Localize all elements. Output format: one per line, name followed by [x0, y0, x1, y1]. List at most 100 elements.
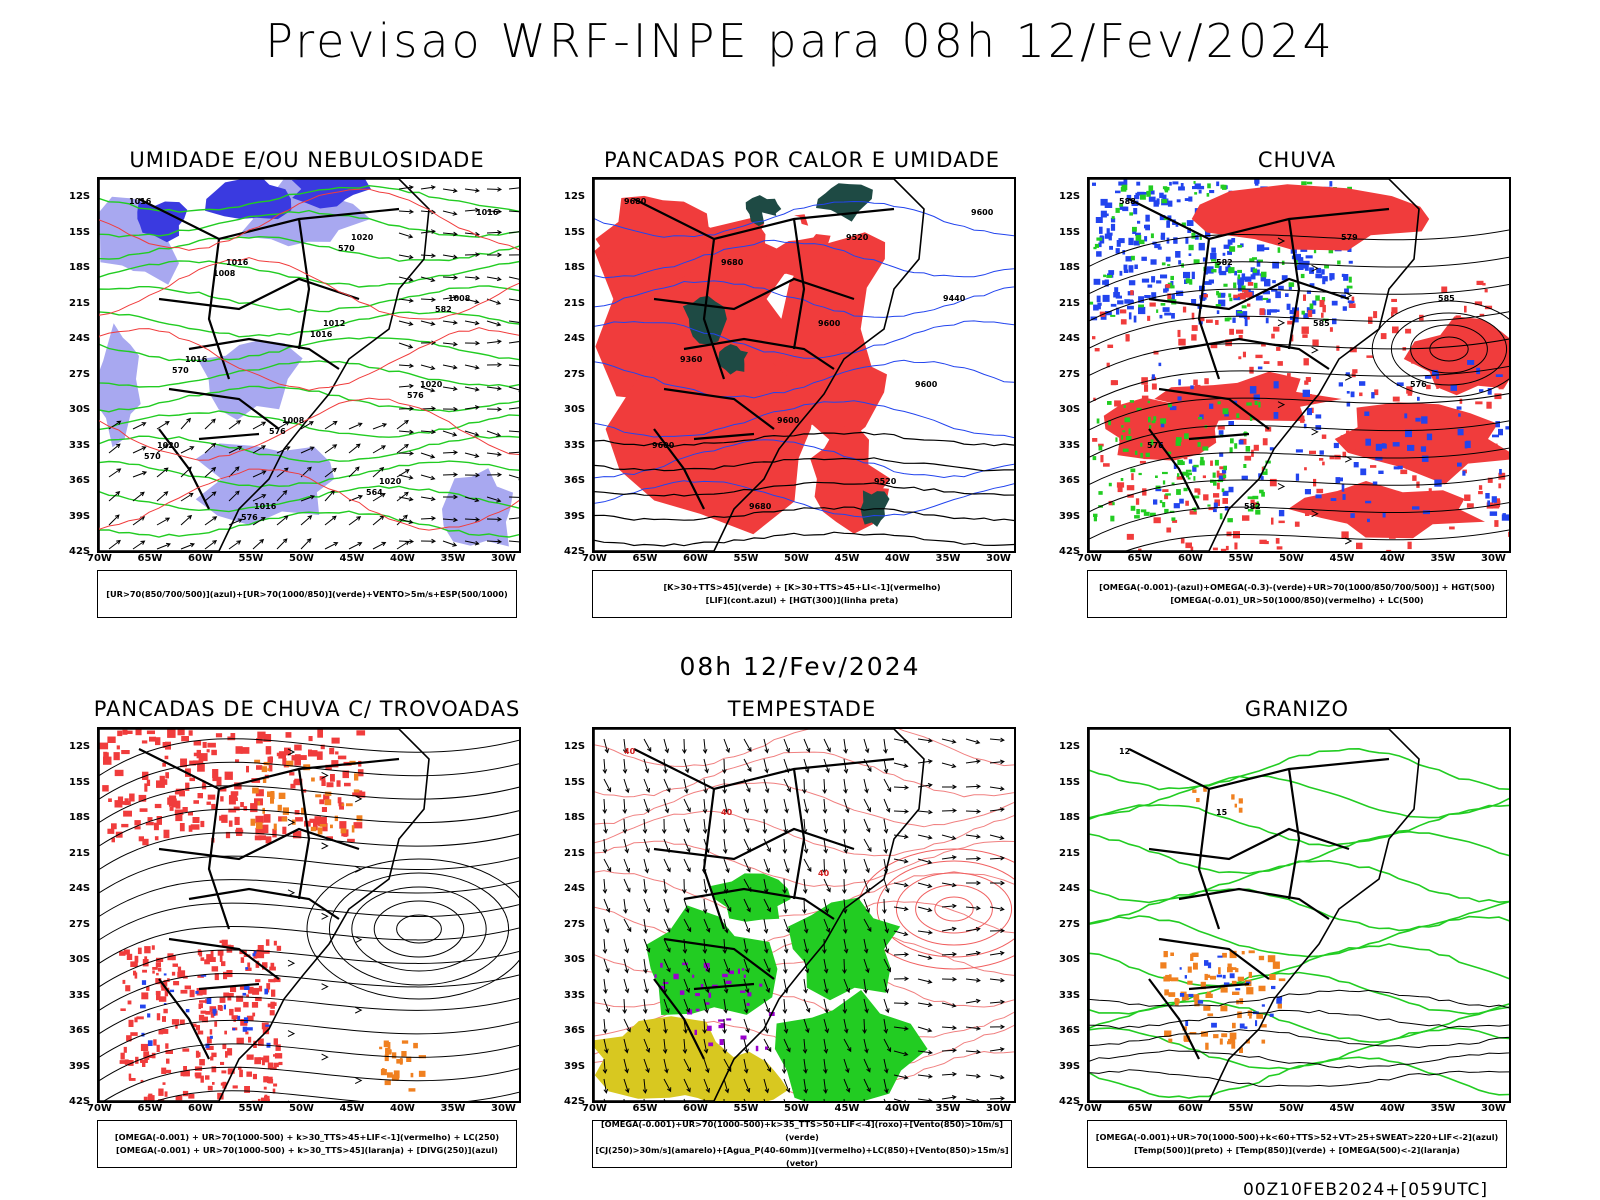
- contour-label: 1016: [476, 208, 499, 217]
- speckle-mark: [1315, 494, 1322, 499]
- speckle-mark: [418, 1070, 426, 1077]
- speckle-mark: [1233, 294, 1238, 299]
- speckle-mark: [728, 970, 734, 975]
- speckle-mark: [149, 736, 156, 742]
- speckle-mark: [1253, 394, 1260, 401]
- streamline-arrow: [287, 1030, 296, 1038]
- wind-vector: [893, 906, 909, 912]
- speckle-mark: [673, 973, 679, 980]
- speckle-mark: [1494, 393, 1502, 400]
- wind-vector: [941, 1071, 958, 1077]
- wind-vector: [883, 1038, 892, 1053]
- speckle-mark: [1304, 489, 1311, 495]
- speckle-mark: [1200, 1031, 1208, 1037]
- speckle-mark: [1175, 415, 1184, 421]
- wind-vector: [823, 738, 831, 753]
- wind-vector: [683, 1078, 691, 1093]
- speckle-mark: [1096, 295, 1101, 303]
- speckle-mark: [210, 1011, 215, 1018]
- wind-vector: [348, 542, 363, 550]
- wind-vector: [783, 798, 789, 814]
- speckle-mark: [336, 780, 341, 787]
- speckle-mark: [1185, 1020, 1189, 1026]
- speckle-mark: [1130, 468, 1136, 473]
- speckle-mark: [1229, 967, 1237, 970]
- speckle-mark: [1107, 344, 1114, 348]
- speckle-mark: [1365, 500, 1372, 504]
- speckle-mark: [317, 729, 323, 738]
- wind-vector: [508, 320, 519, 325]
- wind-vector: [883, 1078, 889, 1094]
- speckle-mark: [1144, 236, 1148, 242]
- latitude-label: 30S: [1059, 954, 1081, 965]
- wind-vector: [300, 421, 314, 430]
- border-line: [792, 218, 806, 350]
- speckle-mark: [1220, 1005, 1228, 1012]
- latitude-label: 15S: [69, 226, 91, 238]
- speckle-mark: [1241, 285, 1246, 291]
- speckle-mark: [1204, 960, 1209, 966]
- speckle-mark: [257, 1038, 264, 1046]
- latitude-label: 24S: [69, 883, 91, 894]
- speckle-mark: [294, 744, 302, 751]
- speckle-mark: [267, 756, 273, 763]
- speckle-mark: [1103, 274, 1107, 278]
- speckle-mark: [1093, 246, 1097, 250]
- speckle-mark: [755, 1045, 759, 1052]
- speckle-mark: [1261, 342, 1266, 347]
- contour-label: 1008: [448, 294, 471, 303]
- speckle-mark: [1380, 333, 1387, 340]
- speckle-mark: [244, 986, 250, 990]
- speckle-mark: [741, 968, 745, 971]
- latitude-label: 24S: [1059, 333, 1081, 344]
- shaded-area: [774, 990, 928, 1101]
- speckle-mark: [1191, 334, 1197, 341]
- wind-vector: [643, 798, 650, 814]
- speckle-mark: [1166, 220, 1170, 228]
- wind-vector: [917, 738, 933, 743]
- speckle-mark: [1321, 269, 1325, 275]
- speckle-mark: [1220, 184, 1225, 189]
- speckle-mark: [1498, 428, 1503, 436]
- latitude-label: 15S: [1059, 226, 1081, 238]
- speckle-mark: [682, 962, 688, 966]
- contour-label: 1020: [420, 380, 443, 389]
- speckle-mark: [1307, 310, 1313, 318]
- longitude-label: 45W: [1329, 1103, 1355, 1114]
- speckle-mark: [206, 998, 212, 1004]
- latitude-label: 39S: [564, 510, 586, 522]
- latitude-label: 30S: [564, 404, 586, 415]
- longitude-label: 35W: [440, 1103, 466, 1114]
- speckle-mark: [1184, 279, 1188, 284]
- speckle-mark: [266, 983, 271, 990]
- wind-vector: [863, 858, 870, 874]
- wind-vector: [823, 838, 828, 854]
- speckle-mark: [1177, 396, 1182, 401]
- speckle-mark: [264, 1094, 268, 1101]
- speckle-mark: [1373, 311, 1378, 319]
- speckle-mark: [1478, 373, 1483, 377]
- speckle-mark: [1133, 208, 1138, 215]
- speckle-mark: [1297, 264, 1304, 270]
- speckle-mark: [1275, 538, 1280, 544]
- wind-vector: [508, 517, 519, 520]
- speckle-mark: [220, 1061, 225, 1065]
- speckle-mark: [273, 1083, 278, 1087]
- speckle-mark: [1133, 240, 1140, 246]
- speckle-mark: [1375, 443, 1382, 451]
- closed-contour: [1371, 300, 1509, 398]
- speckle-mark: [1269, 385, 1276, 390]
- speckle-mark: [158, 1029, 164, 1035]
- speckle-mark: [1359, 392, 1363, 397]
- shaded-area: [291, 179, 371, 209]
- wind-vector: [783, 918, 790, 934]
- speckle-mark: [1303, 423, 1307, 429]
- contour-line: [1089, 888, 1509, 932]
- speckle-mark: [1227, 1041, 1232, 1045]
- latitude-label: 36S: [1059, 475, 1081, 486]
- contour-label: 9440: [943, 294, 966, 303]
- wind-vector: [642, 878, 648, 894]
- speckle-mark: [335, 751, 339, 755]
- wind-vector: [643, 958, 648, 974]
